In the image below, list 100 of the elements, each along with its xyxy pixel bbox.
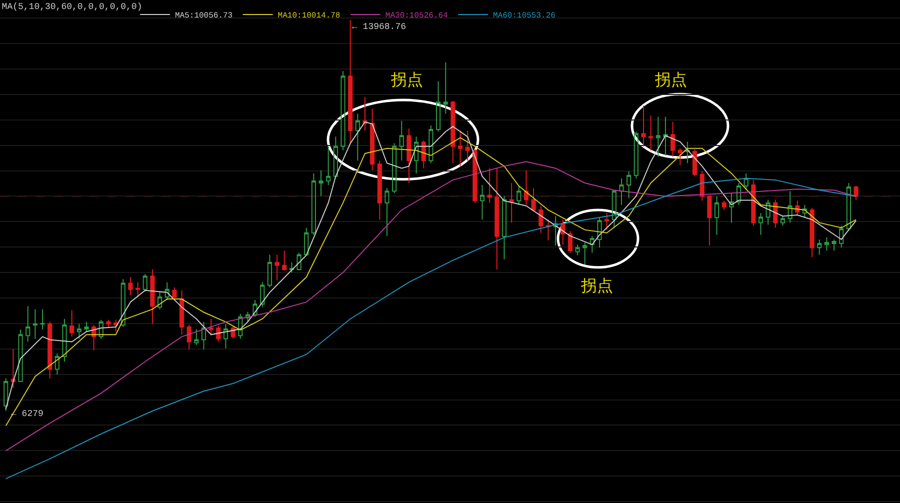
annotation: 拐点 [580,276,613,295]
candlestick [824,236,830,252]
candlestick [744,172,748,191]
candlestick [282,250,287,272]
candlestick [678,148,682,166]
candlestick [692,148,698,177]
candlestick [370,108,375,171]
annotation: 拐点 [390,70,423,89]
candlestick [458,130,463,167]
candlestick [326,146,331,186]
candlestick [296,252,302,272]
candlestick [707,194,712,246]
candlestick [802,204,808,218]
candlestick [428,124,434,164]
candlestick [597,217,602,248]
candlestick [150,269,155,324]
candlestick [201,321,206,350]
candlestick [810,207,814,258]
candlestick [399,120,404,162]
candlestick [414,136,419,174]
candlestick [384,188,390,236]
candlestick [48,321,52,379]
candlestick [531,188,536,212]
candlestick [480,184,485,220]
candlestick [670,121,676,158]
candlestick [98,319,104,340]
candlestick [582,242,588,265]
candlestick [238,313,243,340]
candlestick [179,290,184,336]
candlestick [516,186,522,206]
candlestick [106,319,111,328]
legend-label: MA30:10526.64 [385,12,448,21]
candlestick [4,378,8,412]
candlestick [76,323,82,340]
candlestick [487,168,492,204]
candlestick [26,306,30,342]
candlestick [70,310,74,338]
candlestick [186,324,192,350]
candlestick [450,100,456,164]
candlestick [656,116,660,158]
candlestick [223,323,228,349]
candlestick [311,172,316,236]
candlestick [135,282,140,298]
candlestick [54,352,60,375]
candlestick [443,62,448,114]
candlestick [700,170,704,202]
candlestick [575,244,580,256]
candlestick [274,254,280,281]
candlestick [494,168,500,270]
candlestick [751,179,756,226]
candlestick [267,254,272,288]
candlestick [736,182,742,206]
candlestick [348,19,353,144]
legend-label: MA60:10553.26 [493,12,556,21]
candlestick [641,105,646,147]
candlestick [216,326,221,342]
candlestick [546,219,550,241]
candlestick [612,190,616,228]
candlestick [685,141,690,164]
candlestick [502,196,507,260]
candlestick [553,216,558,246]
candlestick [289,262,294,274]
candlestick [62,318,67,362]
candlestick [472,148,478,204]
candlestick [758,212,764,236]
candlestick [780,216,786,226]
candlestick [846,182,851,232]
annotation: 拐点 [654,70,687,89]
candlestick [634,131,638,179]
candlestick [729,192,734,224]
candlestick [648,115,654,151]
candlestick [304,227,309,256]
candlestick [164,282,170,301]
legend-label: MA5:10056.73 [175,12,233,21]
candlestick [465,130,470,162]
candlestick [619,178,624,206]
candlestick [84,321,89,332]
candlestick [714,196,720,236]
candlestick [377,160,382,220]
candlestick [172,286,177,300]
legend-label: MA10:10014.78 [278,12,340,21]
candlestick [568,230,572,254]
candlestick [773,199,778,228]
candlestick [260,282,265,308]
candlestick [318,170,324,197]
candlestick [245,311,250,322]
candlestick [839,225,844,248]
candlestick [114,319,118,332]
candlestick [604,212,610,230]
candlestick [722,200,726,210]
candlestick [524,170,529,206]
candlestick [157,291,162,310]
candlestick [362,96,368,132]
candlestick [626,170,632,199]
candlestick [817,238,822,256]
candlestick [421,140,426,169]
candlestick [663,116,668,156]
chart-title: MA(5,10,30,60,0,0,0,0,0,0) [2,2,142,12]
candlestick [252,300,258,318]
candlestick [766,199,770,226]
